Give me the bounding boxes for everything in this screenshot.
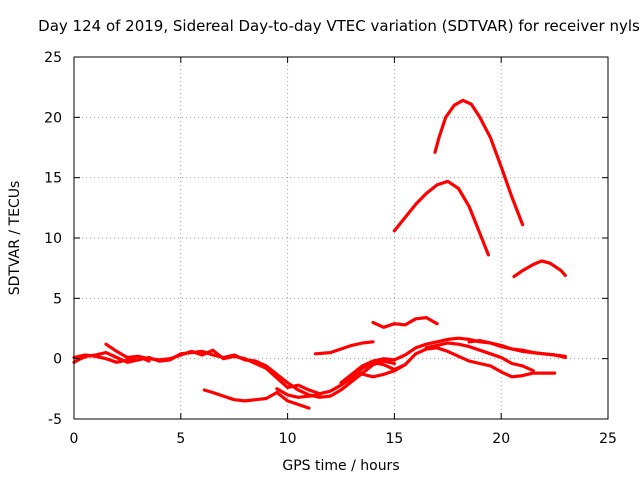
chart-title: Day 124 of 2019, Sidereal Day-to-day VTE… xyxy=(38,17,640,35)
series-line-trace-12 xyxy=(392,179,490,257)
x-tick-label: 10 xyxy=(279,431,297,447)
y-tick-label: 0 xyxy=(53,352,62,368)
series-line-trace-8 xyxy=(356,346,557,379)
series-layer xyxy=(72,98,567,410)
series-line-trace-3 xyxy=(104,342,151,363)
x-tick-label: 25 xyxy=(599,431,617,447)
x-tick-label: 15 xyxy=(385,431,403,447)
series-line-trace-14 xyxy=(512,259,567,279)
x-tick-label: 20 xyxy=(492,431,510,447)
series-line-trace-13 xyxy=(433,98,525,227)
grid-layer xyxy=(74,57,608,419)
y-tick-label: 5 xyxy=(53,291,62,307)
series-line-trace-11 xyxy=(467,339,567,360)
tick-layer xyxy=(73,56,609,420)
series-line-trace-5 xyxy=(275,387,322,399)
x-tick-label: 5 xyxy=(176,431,185,447)
y-tick-label: 15 xyxy=(44,171,62,187)
y-tick-label: 20 xyxy=(44,110,62,126)
tick-label-layer: 0 5 10 15 20 25 -5 0 5 10 15 20 25 xyxy=(44,50,617,447)
y-tick-label: 25 xyxy=(44,50,62,66)
series-line-trace-4 xyxy=(202,388,311,410)
x-axis-label: GPS time / hours xyxy=(282,458,399,474)
y-tick-label: 10 xyxy=(44,231,62,247)
y-tick-label: -5 xyxy=(48,412,62,428)
series-line-trace-6 xyxy=(313,340,375,356)
series-line-trace-10 xyxy=(424,341,535,373)
x-tick-label: 0 xyxy=(70,431,79,447)
y-axis-label: SDTVAR / TECUs xyxy=(7,181,23,296)
series-line-trace-2 xyxy=(72,348,407,396)
series-line-trace-9 xyxy=(371,316,439,329)
